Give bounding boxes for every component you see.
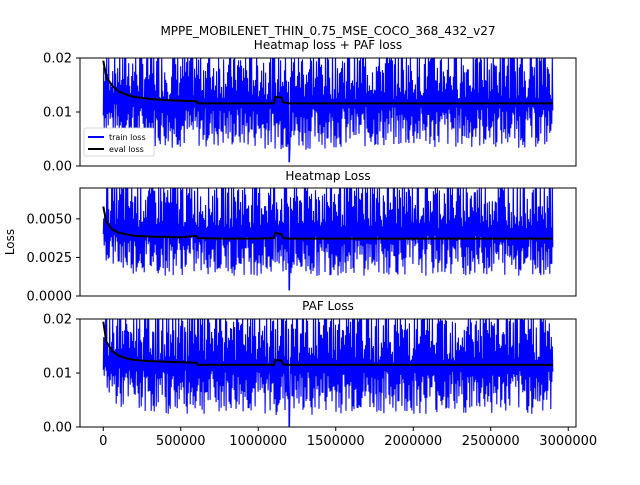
panel-3: 0.00 0.01 0.02 0 500000 1000000 1500000 2000000… <box>43 313 597 450</box>
panel-3-xtick-label: 0 <box>99 434 107 449</box>
panel-3-xtick-label: 2000000 <box>384 434 442 449</box>
panel-3-xtick-label: 1000000 <box>229 434 287 449</box>
panel-3-train-loss-line <box>102 319 554 427</box>
panel-1-plot-area <box>102 58 554 163</box>
panel-2-eval-loss-line <box>102 206 553 240</box>
panel-2-ytick-label: 0.0000 <box>27 290 73 305</box>
panel-3-ytick-label: 0.02 <box>43 313 72 328</box>
legend-entry-label: eval loss <box>109 145 144 154</box>
legend: train loss eval loss <box>83 127 155 157</box>
panel-2-plot-area <box>102 188 554 291</box>
panel-1-ytick-label: 0.00 <box>43 160 72 175</box>
panel-2-title: Heatmap Loss <box>285 169 370 183</box>
panel-3-xtick-label: 500000 <box>156 434 206 449</box>
panel-2-frame <box>79 187 577 297</box>
panel-2-train-loss-line <box>102 188 554 291</box>
panel-2-ytick-label: 0.0050 <box>27 212 73 227</box>
legend-entry-label: train loss <box>109 133 146 142</box>
panel-1-ytick-label: 0.01 <box>43 106 72 121</box>
panel-2-ytick-label: 0.0025 <box>27 251 73 266</box>
panel-3-title: PAF Loss <box>302 299 354 313</box>
figure-title: MPPE_MOBILENET_THIN_0.75_MSE_COCO_368_43… <box>160 24 495 38</box>
panel-1-title: Heatmap loss + PAF loss <box>254 38 402 52</box>
panel-2: 0.0000 0.0025 0.0050 <box>27 187 577 305</box>
panel-3-ytick-label: 0.00 <box>43 421 72 436</box>
panel-3-xtick-label: 2500000 <box>462 434 520 449</box>
panel-1-ytick-label: 0.02 <box>43 52 72 67</box>
panel-3-plot-area <box>102 319 554 427</box>
panel-3-ytick-label: 0.01 <box>43 367 72 382</box>
panel-3-eval-loss-line <box>102 321 553 366</box>
panel-3-xtick-label: 1500000 <box>307 434 365 449</box>
panel-1: 0.00 0.01 0.02 train loss eval loss <box>43 52 577 175</box>
panel-3-xtick-label: 3000000 <box>539 434 597 449</box>
panel-1-eval-loss-line <box>102 60 553 105</box>
y-axis-label: Loss <box>3 229 17 255</box>
panel-1-train-loss-line <box>102 58 554 163</box>
